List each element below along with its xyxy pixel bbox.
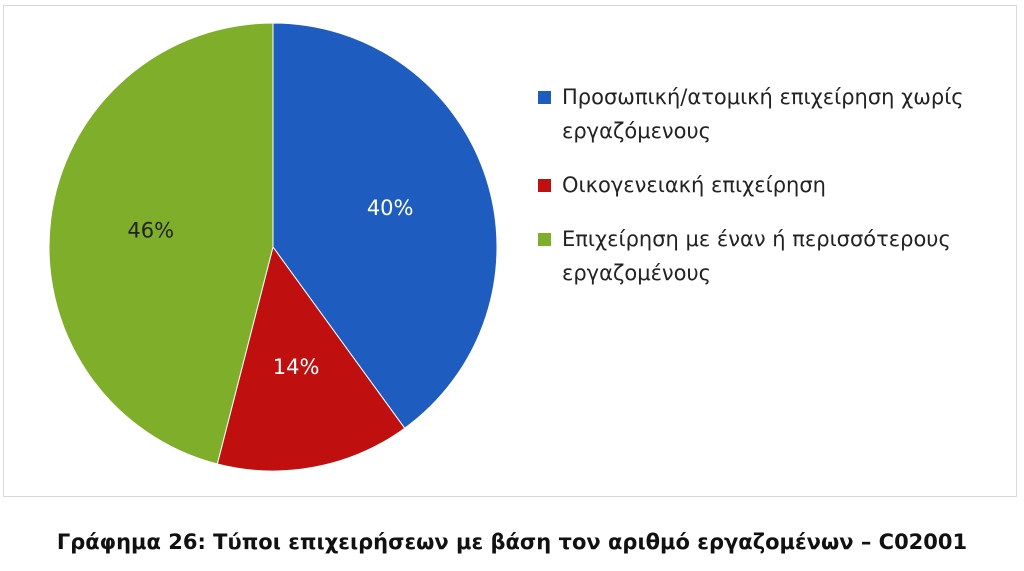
- chart-frame: [3, 5, 1017, 497]
- pie-slice: [272, 22, 498, 429]
- chart: 40% 14% 46%: [48, 22, 498, 472]
- legend-label: Οικογενειακή επιχείρηση: [562, 173, 826, 197]
- data-label: 40%: [367, 196, 414, 220]
- legend-item: Οικογενειακή επιχείρηση: [538, 168, 998, 202]
- legend-swatch: [538, 91, 551, 104]
- legend-item: Επιχείρηση με έναν ή περισσότερους εργαζ…: [538, 222, 998, 290]
- legend-swatch: [538, 233, 551, 246]
- pie-slice: [216, 245, 406, 472]
- data-label: 46%: [127, 219, 174, 243]
- legend: Προσωπική/ατομική επιχείρηση χωρίς εργαζ…: [538, 80, 998, 310]
- legend-item: Προσωπική/ατομική επιχείρηση χωρίς εργαζ…: [538, 80, 998, 148]
- legend-swatch: [538, 179, 551, 192]
- chart-title: Γράφημα 26: Τύποι επιχειρήσεων με βάση τ…: [56, 530, 968, 554]
- legend-label: Επιχείρηση με έναν ή περισσότερους εργαζ…: [562, 227, 951, 285]
- data-label: 14%: [273, 355, 320, 379]
- legend-label: Προσωπική/ατομική επιχείρηση χωρίς εργαζ…: [562, 85, 964, 143]
- pie-slice: [48, 22, 274, 465]
